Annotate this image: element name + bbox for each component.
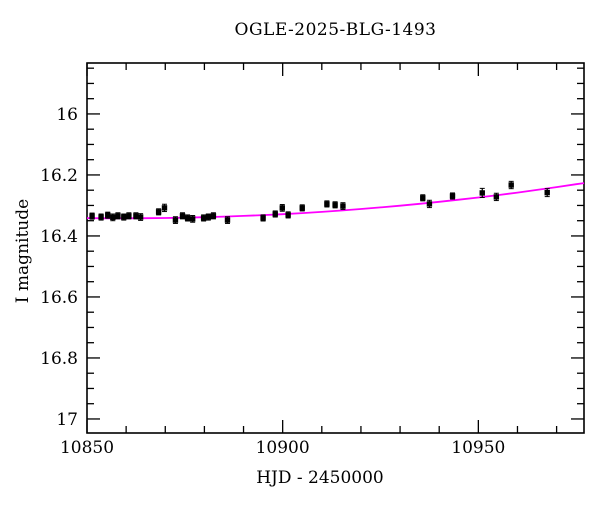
data-point — [324, 200, 330, 208]
data-point — [179, 212, 186, 220]
data-point — [508, 180, 514, 190]
data-point — [89, 212, 95, 220]
data-point — [479, 187, 485, 199]
data-point — [426, 199, 433, 209]
x-tick-label: 10900 — [256, 438, 310, 458]
y-tick-label: 17 — [56, 410, 78, 430]
data-points — [89, 180, 550, 224]
data-point — [224, 216, 231, 224]
data-point — [285, 211, 291, 219]
y-axis-label: I magnitude — [13, 198, 33, 304]
data-point — [172, 216, 179, 224]
data-point — [279, 204, 285, 212]
plot-frame — [86, 62, 585, 434]
data-point — [332, 201, 338, 209]
data-point — [98, 213, 104, 221]
chart-title: OGLE-2025-BLG-1493 — [234, 20, 437, 40]
x-tick-label: 10950 — [451, 438, 505, 458]
data-point — [205, 213, 212, 221]
y-tick-label: 16.2 — [40, 166, 78, 186]
data-point — [544, 188, 550, 198]
data-point — [272, 210, 278, 218]
data-point — [137, 213, 144, 221]
data-point — [115, 212, 121, 220]
data-point — [105, 211, 111, 219]
data-point — [184, 214, 191, 222]
model-curve — [86, 182, 585, 220]
data-point — [493, 192, 500, 202]
data-point — [260, 214, 266, 222]
x-tick-label: 10850 — [60, 438, 114, 458]
x-axis-label: HJD - 2450000 — [256, 468, 384, 488]
data-point — [126, 212, 132, 220]
data-point — [210, 212, 217, 220]
y-tick-label: 16.6 — [40, 288, 78, 308]
data-point — [110, 213, 116, 222]
y-tick-label: 16 — [56, 105, 78, 125]
data-point — [420, 194, 426, 202]
data-point — [155, 208, 162, 216]
y-tick-label: 16.8 — [40, 349, 78, 369]
data-point — [161, 203, 168, 213]
data-point — [340, 202, 346, 210]
y-tick-label: 16.4 — [40, 227, 78, 247]
data-point — [189, 215, 196, 223]
axis-ticks — [86, 63, 584, 433]
data-point — [299, 204, 305, 212]
data-point — [121, 213, 127, 221]
data-point — [133, 212, 139, 220]
tick-labels: 10850 10900 10950 16 16.2 16.4 16.6 16.8 17 — [40, 105, 505, 458]
data-point — [449, 192, 456, 200]
data-point — [200, 214, 207, 222]
